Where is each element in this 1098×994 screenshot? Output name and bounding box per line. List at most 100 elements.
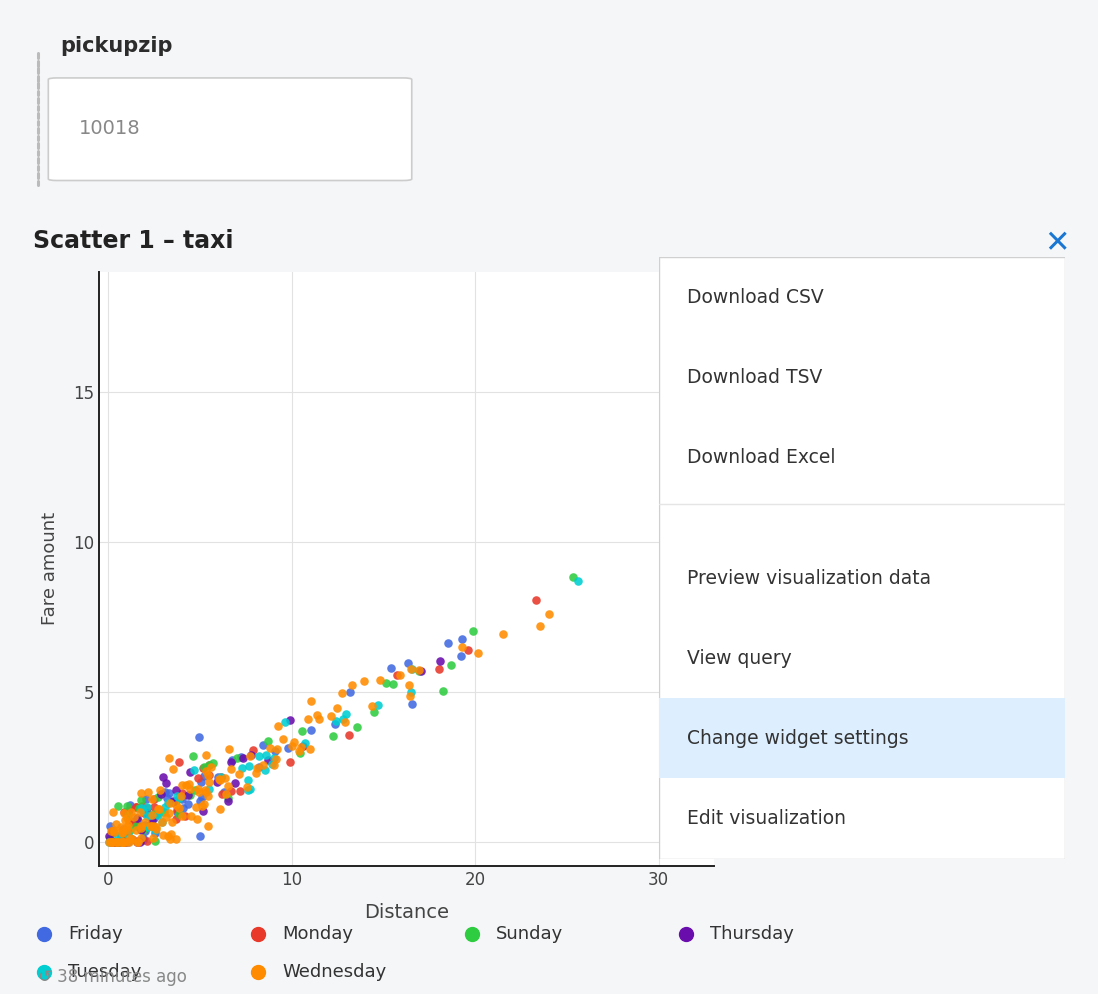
Point: [120, 801, 137, 817]
Point: [124, 814, 142, 830]
Point: [172, 789, 190, 805]
Point: [141, 817, 158, 833]
Point: [197, 782, 214, 798]
Point: [564, 570, 582, 585]
Point: [291, 745, 309, 760]
Point: [116, 834, 134, 850]
Point: [197, 762, 214, 778]
Point: [164, 814, 181, 830]
Point: [309, 707, 326, 723]
Point: [114, 825, 132, 841]
Point: [123, 831, 141, 847]
Point: [389, 667, 406, 683]
Point: [170, 806, 188, 822]
Point: [194, 768, 212, 784]
Point: [152, 782, 169, 798]
Point: [104, 834, 122, 850]
Point: [255, 737, 272, 752]
Point: [145, 799, 163, 815]
Point: [229, 766, 247, 782]
Y-axis label: Fare amount: Fare amount: [41, 512, 59, 625]
FancyBboxPatch shape: [659, 257, 1065, 859]
Point: [294, 739, 312, 754]
Point: [231, 783, 248, 799]
Point: [175, 800, 192, 816]
Point: [112, 830, 130, 846]
Point: [123, 804, 141, 820]
Point: [674, 552, 692, 568]
Point: [211, 771, 228, 787]
Point: [242, 780, 259, 796]
Point: [144, 830, 161, 846]
Point: [382, 660, 400, 676]
Point: [127, 818, 145, 834]
Point: [136, 823, 154, 839]
Point: [439, 635, 457, 651]
Point: [120, 817, 137, 833]
Point: [189, 781, 206, 797]
Point: [163, 826, 180, 842]
Point: [130, 834, 147, 850]
Point: [138, 833, 156, 849]
Point: [102, 834, 120, 850]
Point: [102, 832, 120, 848]
Point: [121, 834, 138, 850]
Point: [267, 751, 284, 767]
Point: [369, 697, 386, 713]
Point: [157, 809, 175, 825]
Text: ↺ 38 minutes ago: ↺ 38 minutes ago: [38, 968, 188, 986]
Point: [198, 746, 215, 762]
Point: [209, 774, 226, 790]
Point: [119, 819, 136, 835]
Point: [348, 719, 366, 735]
Point: [138, 805, 156, 821]
Point: [159, 828, 177, 844]
Point: [119, 825, 136, 841]
Point: [168, 796, 186, 812]
Point: [114, 834, 132, 850]
Point: [177, 808, 194, 824]
Point: [250, 758, 268, 774]
Point: [177, 777, 194, 793]
Point: [192, 774, 210, 790]
Point: [130, 813, 147, 829]
Text: Change widget settings: Change widget settings: [687, 729, 909, 747]
Point: [222, 783, 239, 799]
Point: [326, 716, 344, 732]
Point: [112, 834, 130, 850]
Point: [127, 822, 145, 838]
Point: [283, 739, 301, 754]
Point: [132, 819, 149, 835]
Point: [159, 795, 177, 811]
Point: [110, 834, 127, 850]
Point: [261, 741, 279, 756]
Point: [328, 700, 346, 716]
Point: [191, 828, 209, 844]
Point: [200, 757, 217, 773]
Point: [452, 630, 470, 646]
Point: [146, 822, 164, 838]
Point: [120, 811, 137, 827]
Point: [463, 622, 481, 638]
Point: [113, 834, 131, 850]
Point: [434, 683, 451, 699]
Point: [220, 792, 237, 808]
Point: [188, 798, 205, 814]
Point: [540, 606, 558, 622]
Point: [127, 798, 145, 814]
Text: Thursday: Thursday: [710, 924, 794, 942]
Point: [243, 746, 260, 762]
Point: [168, 803, 186, 819]
Point: [113, 822, 131, 838]
Text: Download Excel: Download Excel: [687, 448, 836, 467]
Point: [164, 794, 181, 810]
Point: [266, 744, 283, 759]
Point: [273, 731, 291, 746]
Point: [101, 834, 119, 850]
Point: [190, 730, 208, 746]
Point: [169, 802, 187, 818]
Point: [311, 711, 328, 727]
Point: [199, 767, 216, 783]
Point: [168, 788, 186, 804]
Text: Tuesday: Tuesday: [68, 963, 142, 981]
